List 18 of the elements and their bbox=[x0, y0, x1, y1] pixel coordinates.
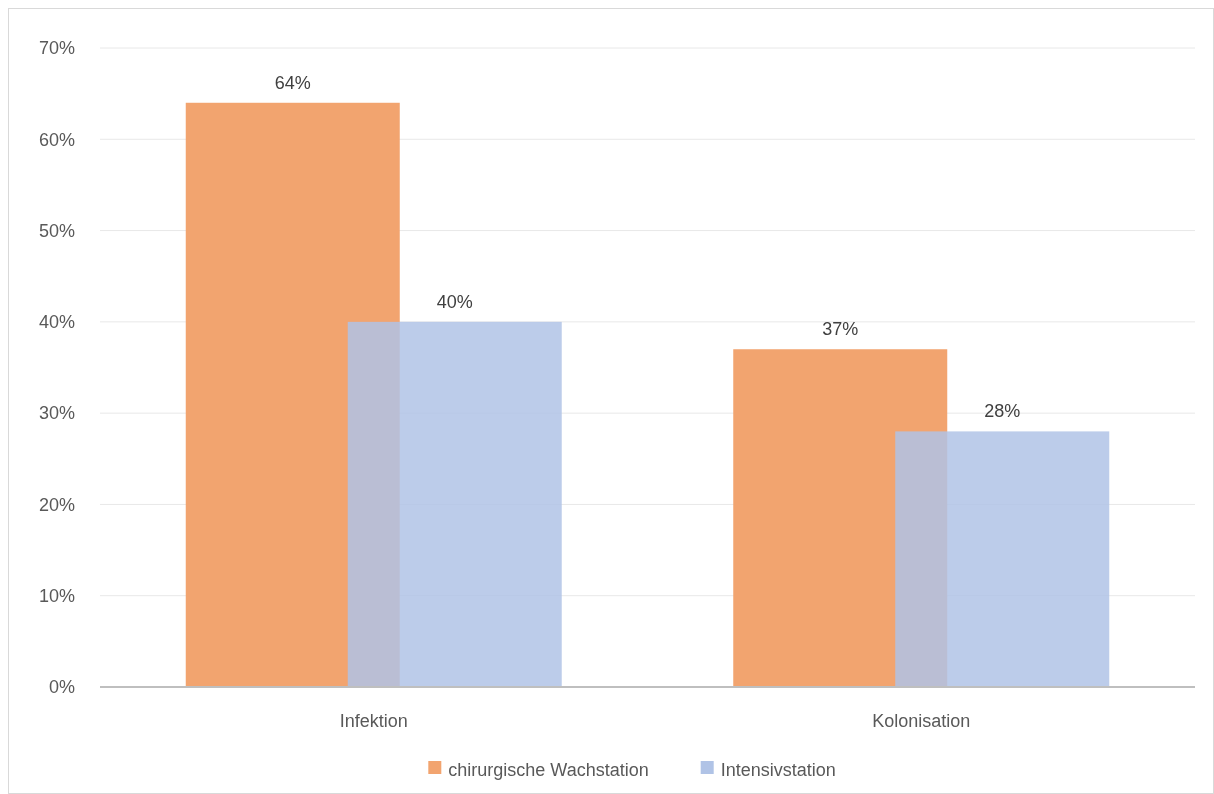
y-tick-label: 0% bbox=[48, 677, 75, 698]
text: 28% bbox=[984, 401, 1021, 422]
text: 64% bbox=[274, 72, 311, 93]
text: 37% bbox=[822, 319, 859, 340]
y-tick-label: 40% bbox=[38, 312, 75, 333]
x-tick-label: Kolonisation bbox=[872, 711, 971, 731]
x-tick-label: Infektion bbox=[339, 711, 408, 731]
bar bbox=[347, 321, 562, 687]
y-tick-label: 70% bbox=[38, 38, 75, 59]
text: 40% bbox=[436, 291, 473, 312]
y-tick-label: 30% bbox=[38, 403, 75, 424]
legend-label: chirurgische Wachstation bbox=[448, 760, 649, 781]
y-tick-label: 50% bbox=[38, 220, 75, 241]
bar bbox=[895, 431, 1110, 687]
y-tick-label: 60% bbox=[38, 129, 75, 150]
y-tick-label: 20% bbox=[38, 494, 75, 515]
legend-label: Intensivstation bbox=[720, 760, 836, 781]
y-tick-label: 10% bbox=[38, 586, 75, 607]
